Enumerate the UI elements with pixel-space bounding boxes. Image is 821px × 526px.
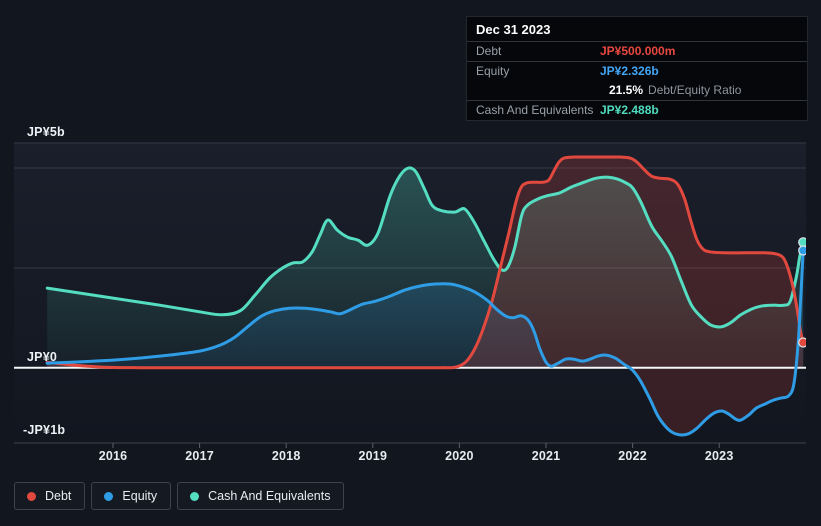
x-axis-label-2018: 2018 bbox=[271, 449, 301, 463]
cash-area bbox=[47, 167, 804, 368]
tooltip-ratio-value: 21.5% bbox=[609, 83, 644, 97]
debt-line bbox=[45, 155, 805, 370]
tooltip-cash-value: JP¥2.488b bbox=[600, 103, 659, 117]
legend-label: Debt bbox=[45, 489, 72, 503]
tooltip-row-equity: Equity JP¥2.326b bbox=[467, 61, 807, 81]
y-axis-label-0: JP¥0 bbox=[27, 350, 57, 364]
chart-legend: Debt Equity Cash And Equivalents bbox=[14, 482, 345, 510]
tooltip-date: Dec 31 2023 bbox=[476, 22, 551, 37]
legend-dot-cash bbox=[190, 491, 200, 501]
tooltip-equity-label: Equity bbox=[476, 64, 510, 78]
x-axis-label-2016: 2016 bbox=[98, 449, 128, 463]
tooltip-row-cash: Cash And Equivalents JP¥2.488b bbox=[467, 100, 807, 120]
tooltip-debt-value: JP¥500.000m bbox=[600, 44, 676, 58]
tooltip-row-ratio: 21.5% Debt/Equity Ratio bbox=[467, 81, 807, 100]
legend-label: Equity bbox=[122, 489, 158, 503]
equity-line bbox=[45, 249, 805, 437]
debt-area bbox=[47, 156, 804, 368]
legend-label: Cash And Equivalents bbox=[208, 489, 331, 503]
x-axis-label-2023: 2023 bbox=[704, 449, 734, 463]
x-axis-ticks bbox=[112, 443, 720, 448]
chart-tooltip: Dec 31 2023 Debt JP¥500.000m Equity JP¥2… bbox=[466, 16, 808, 121]
x-axis-label-2017: 2017 bbox=[185, 449, 214, 463]
x-axis-label-2022: 2022 bbox=[618, 449, 647, 463]
legend-item-debt[interactable]: Debt bbox=[14, 482, 86, 510]
cash-line bbox=[45, 166, 805, 329]
tooltip-ratio-label: Debt/Equity Ratio bbox=[648, 83, 742, 97]
tooltip-debt-label: Debt bbox=[476, 44, 502, 58]
tooltip-equity-value: JP¥2.326b bbox=[600, 64, 659, 78]
tooltip-cash-label: Cash And Equivalents bbox=[476, 103, 594, 117]
y-axis-label-5b: JP¥5b bbox=[27, 125, 65, 139]
y-axis-label-neg1b: -JP¥1b bbox=[23, 423, 66, 437]
equity-end-marker bbox=[798, 245, 806, 256]
x-axis-labels: 2016 2017 2018 2019 2020 2021 2022 2023 bbox=[0, 449, 821, 465]
tooltip-row-debt: Debt JP¥500.000m bbox=[467, 41, 807, 61]
x-axis-label-2021: 2021 bbox=[531, 449, 561, 463]
debt-end-marker bbox=[798, 337, 806, 348]
equity-area bbox=[47, 250, 804, 368]
x-axis-label-2019: 2019 bbox=[358, 449, 388, 463]
legend-dot-equity bbox=[104, 491, 114, 501]
legend-item-equity[interactable]: Equity bbox=[91, 482, 172, 510]
series-layer bbox=[14, 155, 806, 437]
legend-item-cash[interactable]: Cash And Equivalents bbox=[177, 482, 345, 510]
x-axis-label-2020: 2020 bbox=[445, 449, 474, 463]
legend-dot-debt bbox=[27, 491, 36, 501]
negative-equity-area bbox=[629, 367, 796, 435]
